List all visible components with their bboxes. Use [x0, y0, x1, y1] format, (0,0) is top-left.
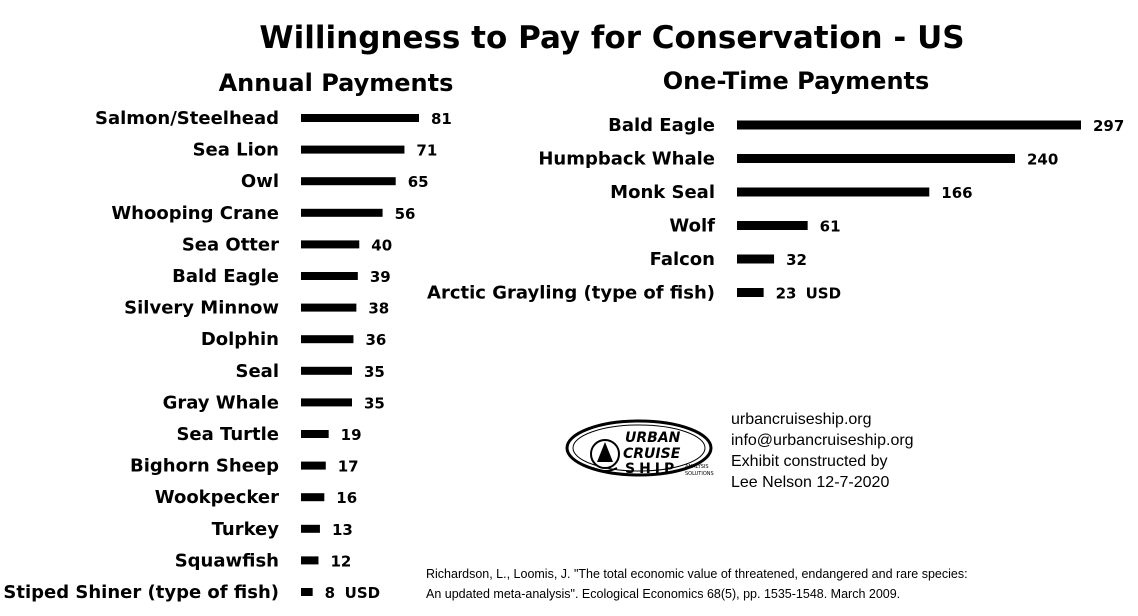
annual-12-bar — [301, 493, 325, 502]
annual-11-value-label: 17 — [338, 458, 359, 476]
annual-5-value-label: 39 — [370, 268, 391, 286]
annual-payments-panel: Annual Payments Salmon/Steelhead 81 Sea Li… — [3, 69, 453, 603]
website-text: urbancruiseship.org — [731, 411, 872, 428]
annual-3-category-label: Whooping Crane — [111, 203, 279, 224]
one-time-0-value-label: 297 — [1093, 117, 1124, 135]
annual-6-category-label: Silvery Minnow — [124, 298, 279, 319]
email-text: info@urbancruiseship.org — [731, 432, 914, 449]
annual-4-bar — [301, 240, 360, 249]
one-time-1-category-label: Humpback Whale — [538, 149, 715, 170]
logo-text-solutions: SOLUTIONS — [685, 471, 714, 477]
annual-1-value-label: 71 — [416, 142, 437, 160]
annual-7-bar — [301, 335, 354, 344]
annual-7-value-label: 36 — [365, 331, 386, 349]
one-time-5-value-label: 23 — [776, 285, 797, 303]
one-time-payments-subtitle: One-Time Payments — [663, 67, 930, 95]
credit-line-1: Exhibit constructed by — [731, 453, 888, 470]
one-time-2-bar — [737, 187, 930, 197]
one-time-4-bar — [737, 254, 775, 264]
annual-payments-subtitle: Annual Payments — [219, 69, 454, 97]
one-time-2-value-label: 166 — [941, 184, 972, 202]
annual-11-bar — [301, 461, 326, 470]
one-time-5-category-label: Arctic Grayling (type of fish) — [427, 283, 715, 304]
one-time-payments-panel: One-Time Payments Bald Eagle 297 Humpback … — [427, 67, 1124, 304]
contact-info: urbancruiseship.org info@urbancruiseship… — [731, 409, 914, 493]
annual-14-category-label: Squawfish — [175, 550, 279, 571]
annual-8-category-label: Seal — [236, 361, 280, 382]
one-time-0-bar — [737, 120, 1081, 130]
one-time-1-value-label: 240 — [1027, 151, 1058, 169]
annual-2-category-label: Owl — [241, 171, 279, 192]
annual-0-bar — [301, 114, 419, 122]
annual-4-category-label: Sea Otter — [182, 234, 279, 255]
annual-1-bar — [301, 145, 405, 154]
annual-13-bar — [301, 524, 320, 533]
annual-15-bar — [301, 588, 313, 596]
annual-1-category-label: Sea Lion — [193, 140, 279, 161]
annual-10-value-label: 19 — [341, 426, 362, 444]
annual-14-value-label: 12 — [330, 552, 351, 570]
annual-0-value-label: 81 — [431, 110, 452, 128]
one-time-unit-label: USD — [806, 285, 841, 303]
one-time-3-category-label: Wolf — [669, 216, 715, 237]
annual-6-value-label: 38 — [368, 300, 389, 318]
one-time-4-category-label: Falcon — [650, 249, 715, 270]
chart-title: Willingness to Pay for Conservation - US — [259, 20, 964, 56]
annual-13-value-label: 13 — [332, 521, 353, 539]
urban-cruise-ship-logo: URBAN CRUISE SHIP ANALYSIS SOLUTIONS — [565, 418, 720, 480]
one-time-3-bar — [737, 221, 808, 230]
one-time-3-value-label: 61 — [820, 218, 841, 236]
annual-9-value-label: 35 — [364, 394, 385, 412]
annual-4-value-label: 40 — [371, 236, 392, 254]
annual-10-bar — [301, 430, 329, 438]
annual-5-bar — [301, 272, 358, 280]
annual-3-value-label: 56 — [395, 205, 416, 223]
logo-text-urban: URBAN — [625, 430, 681, 446]
credit-line-2: Lee Nelson 12-7-2020 — [731, 474, 890, 491]
annual-9-bar — [301, 398, 352, 407]
annual-12-value-label: 16 — [336, 489, 357, 507]
annual-3-bar — [301, 208, 383, 217]
annual-8-bar — [301, 366, 352, 375]
annual-2-bar — [301, 177, 396, 186]
one-time-1-bar — [737, 154, 1015, 163]
annual-15-category-label: Stiped Shiner (type of fish) — [3, 582, 279, 603]
one-time-5-bar — [737, 288, 764, 297]
logo-text-analysis: ANALYSIS — [685, 464, 709, 470]
annual-15-value-label: 8 — [325, 584, 335, 602]
annual-0-category-label: Salmon/Steelhead — [95, 108, 279, 129]
annual-9-category-label: Gray Whale — [163, 392, 279, 413]
citation-line-2: An updated meta-analysis". Ecological Ec… — [426, 587, 901, 601]
annual-14-bar — [301, 556, 319, 565]
annual-5-category-label: Bald Eagle — [172, 266, 279, 287]
one-time-4-value-label: 32 — [786, 251, 807, 269]
annual-6-bar — [301, 303, 357, 312]
annual-13-category-label: Turkey — [212, 519, 280, 540]
annual-7-category-label: Dolphin — [201, 329, 279, 350]
citation: Richardson, L., Loomis, J. "The total ec… — [426, 564, 968, 604]
annual-2-value-label: 65 — [408, 173, 429, 191]
one-time-0-category-label: Bald Eagle — [608, 115, 715, 136]
annual-8-value-label: 35 — [364, 363, 385, 381]
annual-10-category-label: Sea Turtle — [176, 424, 279, 445]
annual-unit-label: USD — [345, 584, 380, 602]
one-time-2-category-label: Monk Seal — [610, 182, 715, 203]
citation-line-1: Richardson, L., Loomis, J. "The total ec… — [426, 567, 968, 581]
annual-12-category-label: Wookpecker — [155, 487, 279, 508]
logo-text-cruise: CRUISE — [623, 446, 681, 462]
annual-11-category-label: Bighorn Sheep — [130, 456, 279, 477]
logo-text-ship: SHIP — [625, 461, 678, 477]
